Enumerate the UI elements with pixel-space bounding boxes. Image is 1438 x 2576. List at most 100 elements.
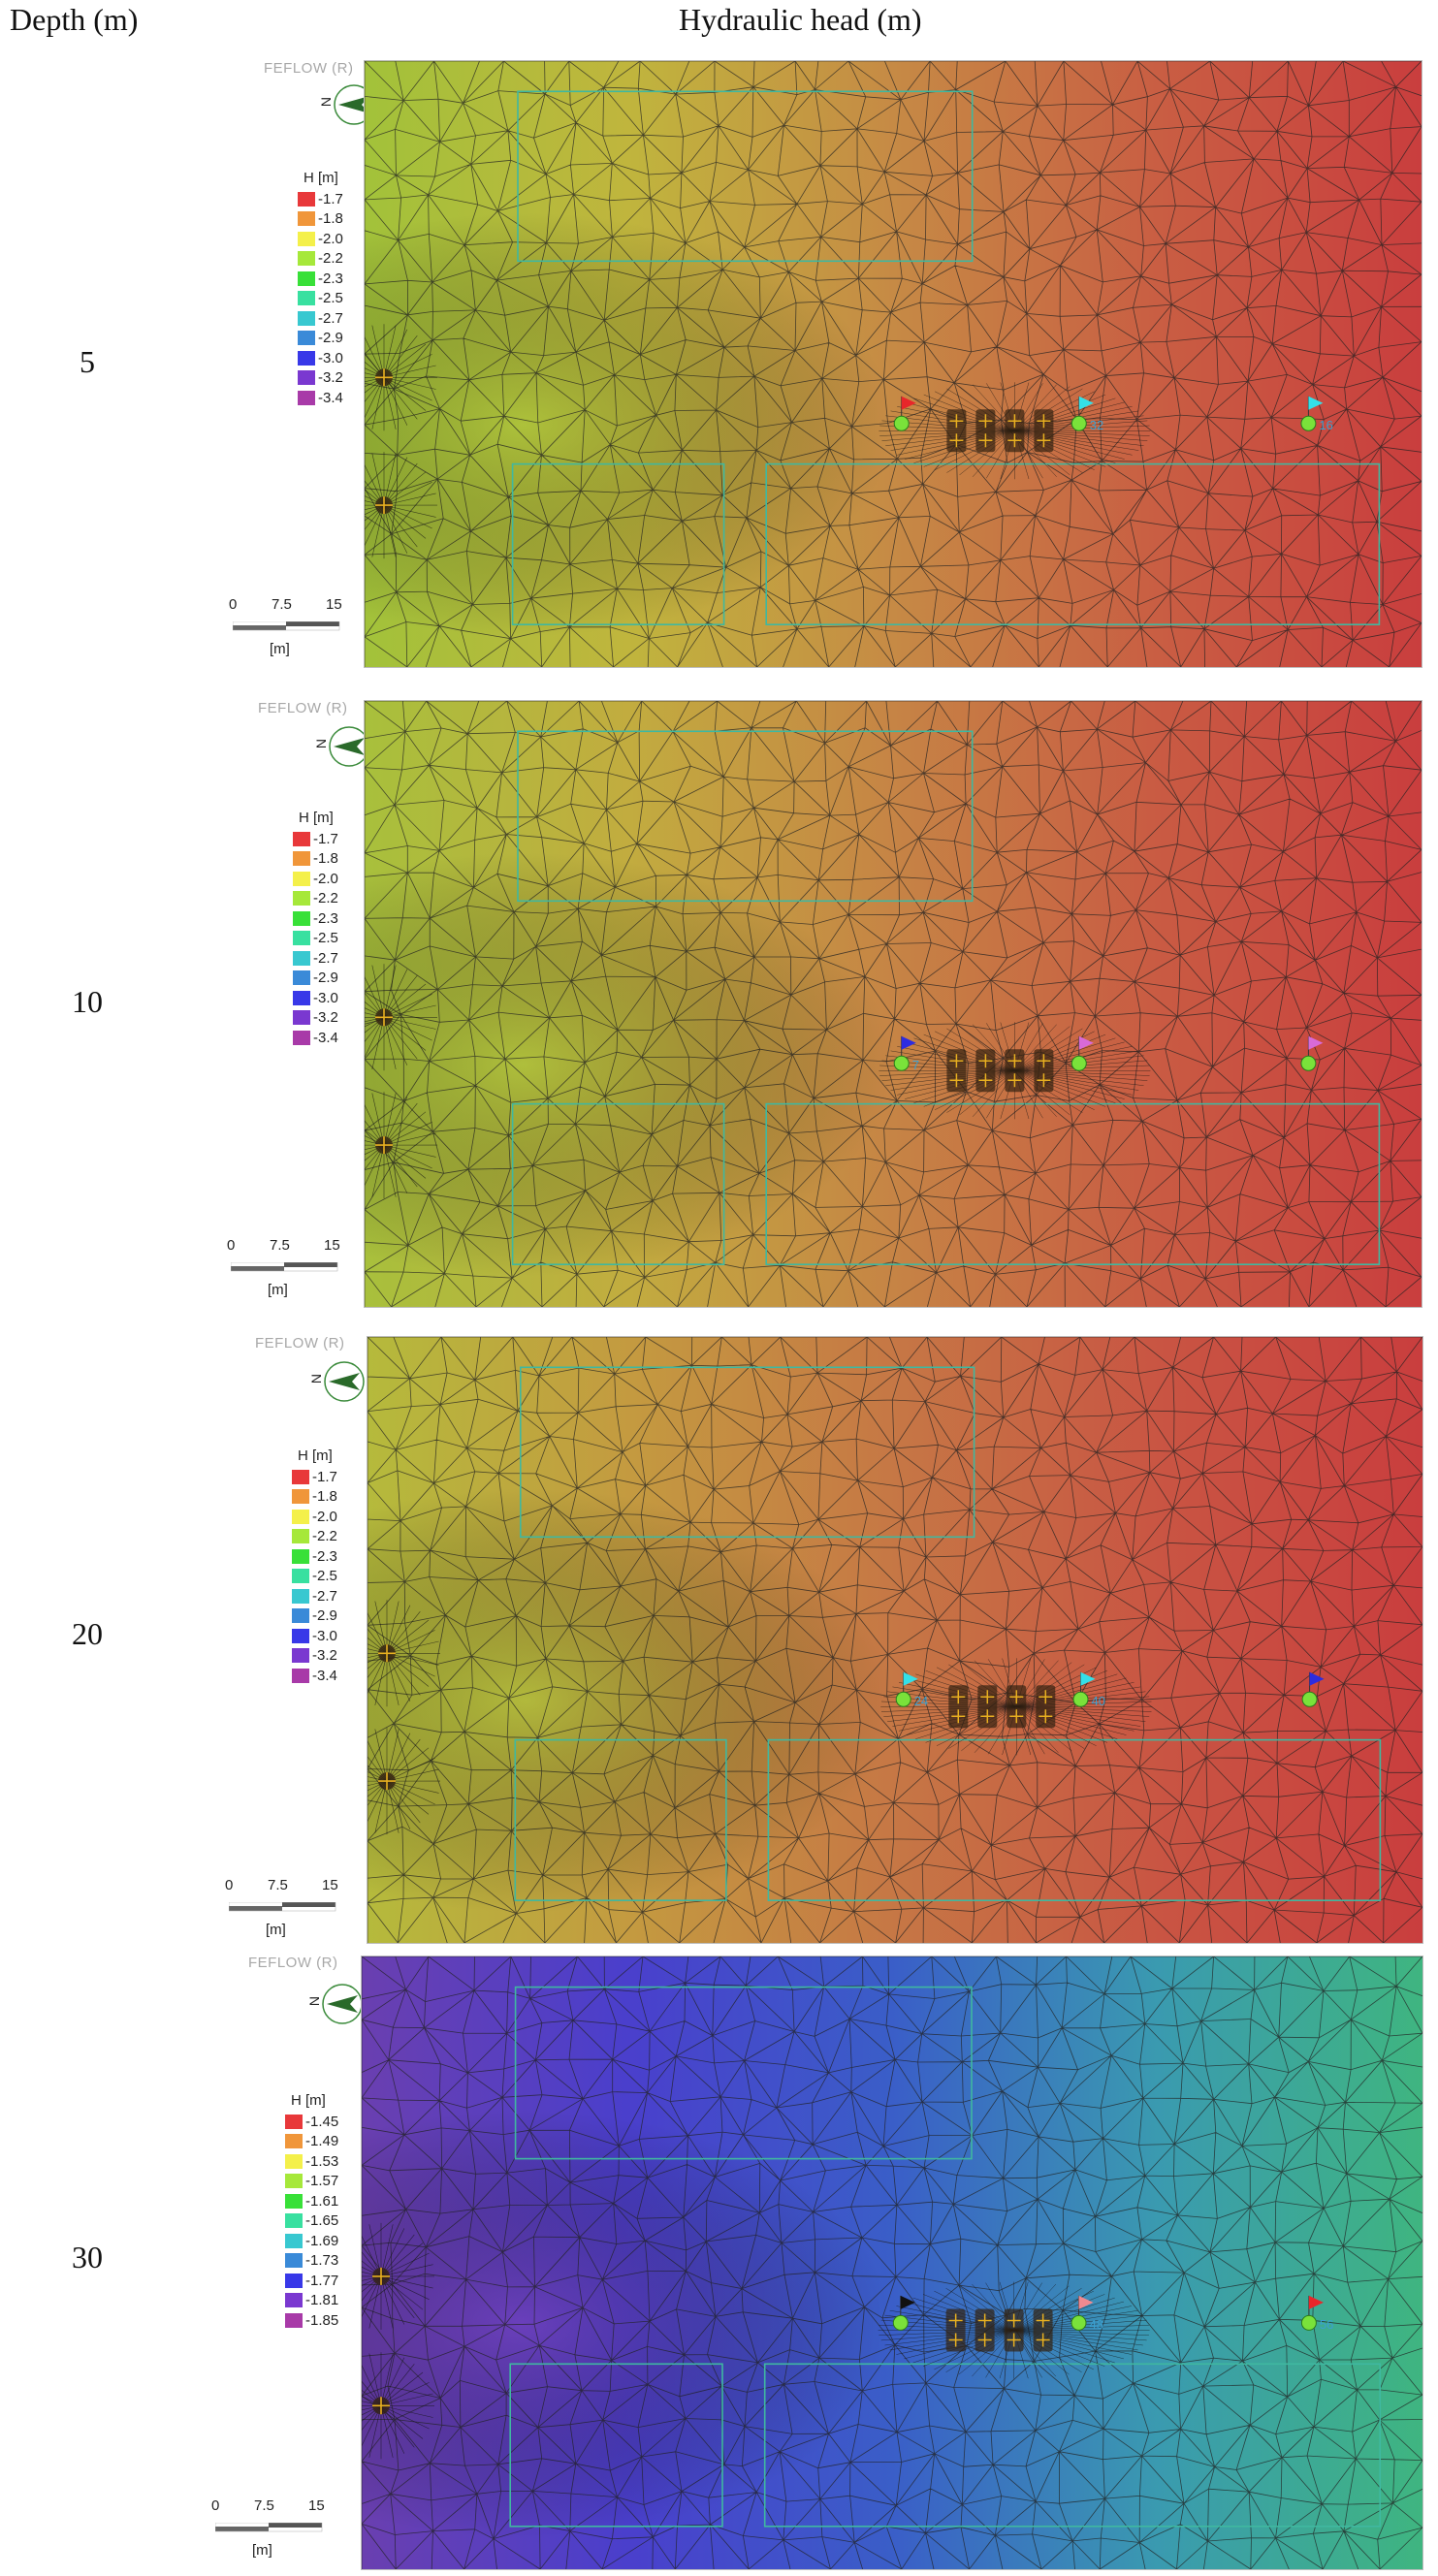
legend-swatch <box>292 1668 309 1683</box>
observation-point: 32 <box>1071 396 1103 432</box>
legend-item: -3.0 <box>293 988 338 1008</box>
depth-label: 10 <box>72 984 103 1019</box>
legend-item: -2.3 <box>292 1546 337 1567</box>
legend-value: -1.45 <box>305 2113 339 2130</box>
legend-item: -2.7 <box>292 1586 337 1606</box>
flag-icon <box>1309 1671 1325 1686</box>
observation-point: 48 <box>1071 2295 1103 2332</box>
scale-tick-label: 0 <box>227 1237 236 1254</box>
legend: H [m] -1.45 -1.49 -1.53 -1.57 -1.61 -1.65 -1.69… <box>285 2092 338 2331</box>
legend-item: -1.8 <box>293 849 338 870</box>
finite-element-mesh <box>362 1956 1422 2569</box>
observation-point <box>893 396 916 431</box>
observation-point: 16 <box>1300 396 1333 432</box>
legend-value: -2.2 <box>318 250 343 268</box>
observation-marker <box>893 1055 910 1071</box>
depth-label: 20 <box>72 1616 103 1651</box>
legend-item: -3.2 <box>293 1008 338 1029</box>
legend-item: -3.4 <box>292 1666 337 1686</box>
legend-value: -1.8 <box>312 1488 337 1506</box>
legend-item: -2.3 <box>293 908 338 929</box>
legend-swatch <box>293 1030 310 1045</box>
legend-swatch <box>285 2134 303 2149</box>
observation-point <box>1071 1035 1094 1071</box>
observation-marker <box>1071 1055 1087 1071</box>
legend-item: -2.5 <box>298 289 343 309</box>
flag-icon <box>1078 1035 1094 1050</box>
legend-item: -2.9 <box>298 329 343 349</box>
hydraulic-head-map: 24 40 <box>367 1336 1423 1944</box>
flag-icon <box>1308 1035 1324 1050</box>
depth-label: 30 <box>72 2240 103 2274</box>
model-zone-outline <box>765 1102 1381 1266</box>
observation-id: 7 <box>912 1058 919 1072</box>
legend-value: -1.69 <box>305 2232 339 2249</box>
well-cross-icon <box>975 2308 995 2352</box>
legend-item: -2.7 <box>298 308 343 329</box>
legend-value: -1.85 <box>305 2311 339 2329</box>
well-cross-icon <box>372 2267 390 2285</box>
legend-item: -2.7 <box>293 948 338 969</box>
legend-value: -1.7 <box>313 830 338 847</box>
legend-swatch <box>292 1489 309 1505</box>
flag-icon <box>1308 396 1324 410</box>
well-cross-icon <box>975 1049 996 1093</box>
legend-value: -3.4 <box>312 1667 337 1684</box>
observation-id: 24 <box>914 1694 928 1708</box>
legend-item: -2.9 <box>292 1606 337 1627</box>
flag-icon <box>1308 2295 1324 2309</box>
legend-swatch <box>298 370 315 386</box>
observation-marker <box>1071 415 1087 431</box>
legend-item: -2.5 <box>292 1567 337 1587</box>
legend-value: -1.81 <box>305 2292 339 2309</box>
legend-value: -2.9 <box>312 1607 337 1625</box>
finite-element-mesh <box>367 1337 1422 1943</box>
legend-swatch <box>298 191 315 207</box>
legend-title: H [m] <box>304 170 338 186</box>
model-zone-outline <box>517 730 974 903</box>
scale-tick-label: 15 <box>322 1877 338 1893</box>
legend-value: -2.9 <box>318 330 343 347</box>
legend-swatch <box>298 211 315 227</box>
legend-item: -2.5 <box>293 929 338 949</box>
figure-title: Hydraulic head (m) <box>679 2 922 37</box>
legend-value: -1.65 <box>305 2212 339 2230</box>
legend-value: -1.61 <box>305 2192 339 2210</box>
scale-unit: [m] <box>252 2542 272 2559</box>
legend-item: -1.69 <box>285 2231 338 2251</box>
model-zone-outline <box>511 1102 725 1266</box>
hydraulic-head-map: 48 56 <box>361 1956 1423 2570</box>
legend-swatch <box>292 1569 309 1584</box>
legend-value: -3.4 <box>318 389 343 406</box>
scale-tick-label: 15 <box>308 2497 325 2514</box>
model-zone-outline <box>765 462 1381 626</box>
finite-element-mesh <box>365 61 1422 667</box>
well-cross-icon <box>948 1685 969 1729</box>
legend-swatch <box>293 970 310 986</box>
well-cross-icon <box>375 1136 393 1155</box>
legend-swatch <box>298 231 315 246</box>
observation-point <box>1301 1671 1325 1707</box>
legend-value: -3.0 <box>312 1627 337 1644</box>
observation-marker <box>892 2314 909 2331</box>
legend-swatch <box>285 2253 303 2269</box>
legend-swatch <box>285 2293 303 2308</box>
observation-marker <box>1300 1055 1317 1071</box>
observation-marker <box>1071 2314 1087 2331</box>
legend-item: -2.2 <box>293 889 338 909</box>
observation-point <box>892 2295 915 2331</box>
flag-icon <box>903 1671 918 1686</box>
well-cross-icon <box>1004 2308 1024 2352</box>
legend-swatch <box>285 2312 303 2328</box>
legend-value: -3.0 <box>318 349 343 366</box>
software-watermark: FEFLOW (R) <box>258 700 348 716</box>
well-cross-icon <box>372 2397 390 2415</box>
well-cross-icon <box>1036 1685 1056 1729</box>
well-cross-icon <box>1005 409 1025 453</box>
flag-icon <box>901 396 916 410</box>
legend-swatch <box>293 910 310 926</box>
well-cross-icon <box>1034 409 1054 453</box>
legend-item: -1.73 <box>285 2251 338 2272</box>
legend-swatch <box>292 1529 309 1544</box>
legend-swatch <box>292 1548 309 1564</box>
